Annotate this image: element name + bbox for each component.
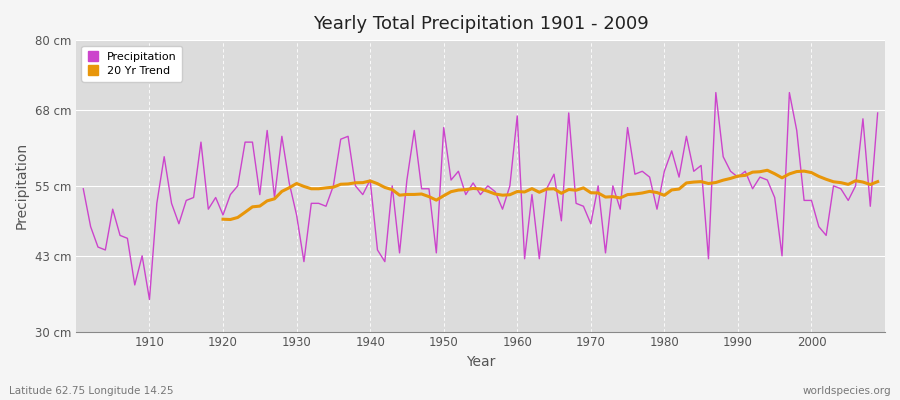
20 Yr Trend: [791, 169, 802, 174]
Precipitation: [137, 254, 148, 258]
Precipitation: [144, 297, 155, 302]
Text: worldspecies.org: worldspecies.org: [803, 386, 891, 396]
20 Yr Trend: [762, 168, 773, 173]
Legend: Precipitation, 20 Yr Trend: Precipitation, 20 Yr Trend: [82, 46, 183, 82]
Text: Latitude 62.75 Longitude 14.25: Latitude 62.75 Longitude 14.25: [9, 386, 174, 396]
Precipitation: [608, 184, 618, 188]
Precipitation: [306, 201, 317, 206]
Precipitation: [519, 256, 530, 261]
Precipitation: [78, 186, 89, 191]
Precipitation: [710, 90, 721, 95]
Title: Yearly Total Precipitation 1901 - 2009: Yearly Total Precipitation 1901 - 2009: [312, 15, 648, 33]
20 Yr Trend: [225, 217, 236, 222]
Precipitation: [512, 114, 523, 118]
20 Yr Trend: [313, 186, 324, 191]
Precipitation: [350, 184, 361, 188]
20 Yr Trend: [858, 180, 868, 184]
20 Yr Trend: [777, 176, 788, 180]
Line: 20 Yr Trend: 20 Yr Trend: [223, 170, 878, 220]
Y-axis label: Precipitation: Precipitation: [15, 142, 29, 230]
20 Yr Trend: [872, 179, 883, 184]
20 Yr Trend: [681, 180, 692, 185]
20 Yr Trend: [424, 194, 435, 199]
Precipitation: [872, 110, 883, 115]
20 Yr Trend: [218, 217, 229, 222]
X-axis label: Year: Year: [466, 355, 495, 369]
Line: Precipitation: Precipitation: [84, 92, 878, 300]
